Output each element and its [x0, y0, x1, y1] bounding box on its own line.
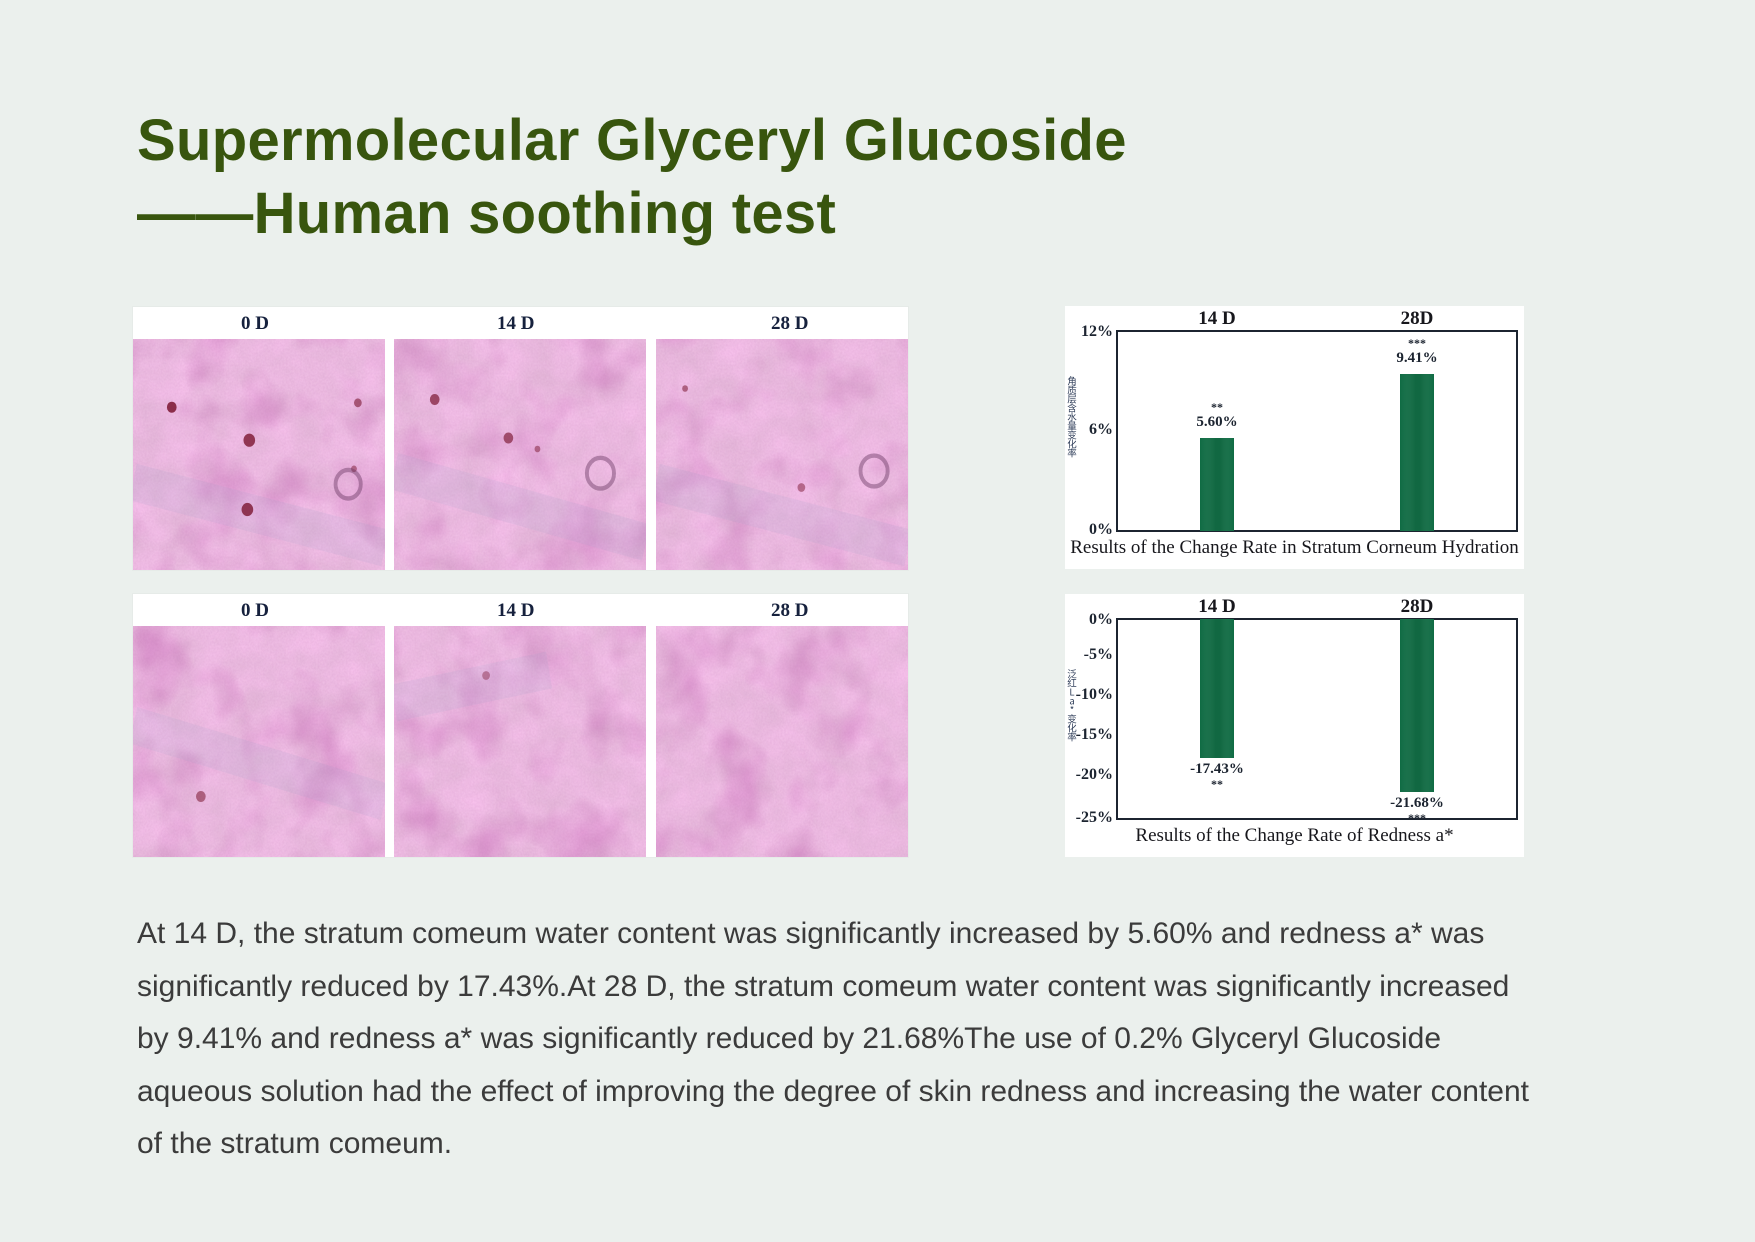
svg-text:-15%: -15% [1076, 726, 1113, 743]
svg-text:12%: 12% [1081, 323, 1113, 340]
svg-text:5.60%: 5.60% [1196, 414, 1237, 430]
svg-text:-21.68%: -21.68% [1390, 795, 1444, 811]
svg-text:-17.43%: -17.43% [1190, 761, 1244, 777]
svg-text:**: ** [1211, 777, 1223, 791]
svg-text:9.41%: 9.41% [1396, 350, 1437, 366]
svg-text:-25%: -25% [1076, 809, 1113, 826]
svg-text:-20%: -20% [1076, 766, 1113, 783]
svg-text:0%: 0% [1089, 611, 1113, 628]
svg-text:-5%: -5% [1084, 646, 1113, 663]
svg-text:6%: 6% [1089, 421, 1113, 438]
svg-text:-10%: -10% [1076, 686, 1113, 703]
svg-text:***: *** [1408, 336, 1426, 350]
svg-text:***: *** [1408, 811, 1426, 825]
svg-text:0%: 0% [1089, 521, 1113, 538]
svg-text:**: ** [1211, 400, 1223, 414]
